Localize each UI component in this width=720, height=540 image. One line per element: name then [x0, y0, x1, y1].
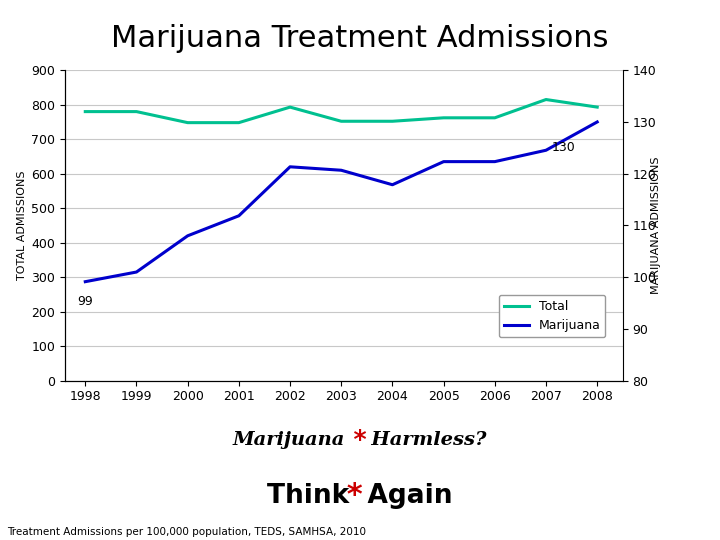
Marijuana — [439, 158, 448, 165]
Marijuana — [388, 181, 397, 188]
Text: 130: 130 — [552, 141, 576, 154]
Legend: Total, Marijuana: Total, Marijuana — [498, 295, 606, 337]
Text: 99: 99 — [78, 295, 93, 308]
Total — [132, 109, 141, 115]
Marijuana — [593, 119, 601, 125]
Marijuana — [235, 213, 243, 219]
Text: Think  Again: Think Again — [267, 483, 453, 509]
Text: Treatment Admissions per 100,000 population, TEDS, SAMHSA, 2010: Treatment Admissions per 100,000 populat… — [7, 527, 366, 537]
Total — [184, 119, 192, 126]
Text: *: * — [283, 482, 437, 510]
Marijuana — [337, 167, 346, 173]
Total — [337, 118, 346, 125]
Marijuana — [541, 147, 550, 153]
Text: Marijuana    Harmless?: Marijuana Harmless? — [233, 431, 487, 449]
Total — [593, 104, 601, 110]
Marijuana — [132, 269, 141, 275]
Text: *: * — [266, 428, 454, 452]
Total — [286, 104, 294, 110]
Total — [490, 114, 499, 121]
Marijuana — [286, 164, 294, 170]
Marijuana — [81, 279, 89, 285]
Marijuana — [490, 158, 499, 165]
Y-axis label: MARIJUANA ADMISSIONS: MARIJUANA ADMISSIONS — [651, 157, 660, 294]
Line: Total: Total — [85, 99, 597, 123]
Total — [235, 119, 243, 126]
Marijuana — [184, 233, 192, 239]
Y-axis label: TOTAL ADMISSIONS: TOTAL ADMISSIONS — [17, 171, 27, 280]
Total — [541, 96, 550, 103]
Total — [388, 118, 397, 125]
Text: Marijuana Treatment Admissions: Marijuana Treatment Admissions — [112, 24, 608, 53]
Line: Marijuana: Marijuana — [85, 122, 597, 282]
Total — [81, 109, 89, 115]
Total — [439, 114, 448, 121]
